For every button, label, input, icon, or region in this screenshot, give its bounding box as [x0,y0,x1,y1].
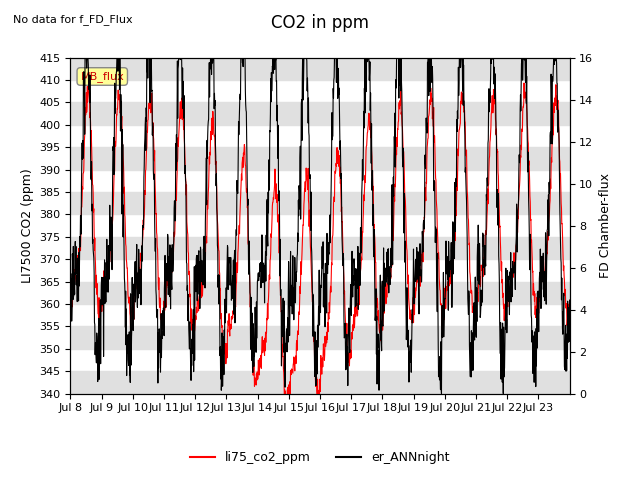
Text: MB_flux: MB_flux [81,71,124,82]
Bar [70,102,570,125]
Bar [70,237,570,259]
Bar [70,192,570,215]
Bar [70,58,570,80]
Legend: li75_co2_ppm, er_ANNnight: li75_co2_ppm, er_ANNnight [186,446,454,469]
Y-axis label: LI7500 CO2 (ppm): LI7500 CO2 (ppm) [21,168,34,283]
Bar [70,371,570,394]
Bar [70,282,570,304]
Y-axis label: FD Chamber-flux: FD Chamber-flux [599,173,612,278]
Text: No data for f_FD_Flux: No data for f_FD_Flux [13,14,132,25]
Bar [70,147,570,169]
Text: CO2 in ppm: CO2 in ppm [271,14,369,33]
Bar [70,326,570,349]
